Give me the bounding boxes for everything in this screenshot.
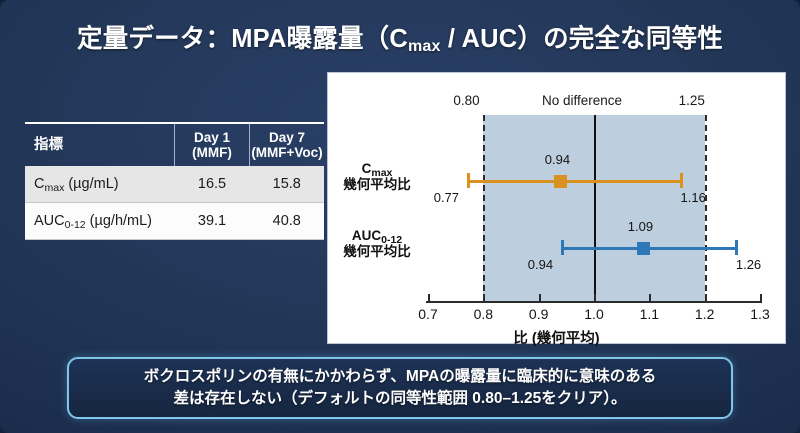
- x-axis-line: [426, 301, 762, 303]
- x-axis-tick-label: 1.2: [694, 306, 715, 322]
- forest-plot-canvas: 0.80 No difference 1.25 Cmax 幾何平均比 0.94 …: [328, 73, 785, 347]
- ci-low-label-cmax: 0.77: [433, 190, 460, 205]
- col-header-day7-line2: (MMF+Voc): [251, 145, 323, 160]
- page-title-pre: 定量データ：MPA曝露量（C: [77, 25, 408, 53]
- conclusion-line-1: ボクロスポリンの有無にかかわらず、MPAの曝露量に臨床的に意味のある: [143, 367, 657, 385]
- x-axis-tick-label: 0.8: [473, 306, 494, 322]
- series-label-auc: AUC0-12 幾何平均比: [334, 228, 420, 260]
- metrics-table: 指標 Day 1 (MMF) Day 7 (MMF+Voc) Cmax (µg/…: [25, 122, 324, 240]
- metrics-table-head: 指標 Day 1 (MMF) Day 7 (MMF+Voc): [25, 123, 324, 166]
- table-row: Cmax (µg/mL) 16.5 15.8: [25, 166, 324, 203]
- col-header-day1-line2: (MMF): [192, 145, 232, 160]
- point-estimate-label-cmax: 0.94: [544, 152, 571, 167]
- cell-day7-value: 15.8: [249, 166, 324, 203]
- x-axis-tick: [538, 294, 541, 301]
- metric-label-post: (µg/h/mL): [85, 213, 153, 229]
- metric-label-subscript: 0-12: [64, 219, 86, 231]
- equivalence-band: [483, 115, 705, 301]
- col-header-day1-line1: Day 1: [193, 129, 231, 145]
- metric-label-pre: AUC: [34, 213, 65, 229]
- col-header-day1: Day 1 (MMF): [174, 123, 250, 166]
- col-header-metric: 指標: [25, 123, 175, 166]
- page-title-subscript: max: [408, 38, 441, 55]
- x-axis-tick: [594, 294, 596, 301]
- x-axis-tick-label: 0.9: [528, 306, 549, 322]
- series-label-cmax: Cmax 幾何平均比: [334, 161, 420, 193]
- cell-metric-label: AUC0-12 (µg/h/mL): [25, 202, 175, 240]
- ci-cap-high-auc: [734, 240, 738, 255]
- x-axis-tick-label: 1.3: [750, 306, 770, 322]
- equivalence-upper-bound-line: [704, 115, 707, 301]
- table-row: AUC0-12 (µg/h/mL) 39.1 40.8: [25, 202, 324, 240]
- ci-low-label-auc: 0.94: [527, 257, 554, 272]
- equivalence-upper-label: 1.25: [678, 93, 705, 108]
- ci-cap-low-auc: [560, 240, 564, 255]
- series-label-cmax-line1: Cmax: [334, 161, 420, 179]
- cell-metric-label: Cmax (µg/mL): [25, 166, 175, 203]
- ci-cap-high-cmax: [679, 173, 683, 188]
- conclusion-line-2: 差は存在しない（デフォルトの同等性範囲 0.80–1.25をクリア）。: [173, 390, 627, 407]
- series-label-cmax-pre: C: [361, 161, 372, 176]
- page-title-post: / AUC）の完全な同等性: [440, 25, 723, 53]
- metric-label-subscript: max: [44, 182, 65, 194]
- series-label-cmax-line2: 幾何平均比: [343, 177, 411, 193]
- cell-day1-value: 16.5: [174, 166, 250, 203]
- forest-plot-panel: 0.80 No difference 1.25 Cmax 幾何平均比 0.94 …: [328, 73, 785, 347]
- series-label-auc-subscript: 0-12: [381, 234, 403, 246]
- x-axis-tick: [428, 294, 430, 301]
- x-axis-tick-label: 1.0: [584, 306, 604, 322]
- page-title: 定量データ：MPA曝露量（Cmax / AUC）の完全な同等性: [0, 18, 800, 55]
- x-axis-tick: [649, 294, 652, 301]
- conclusion-callout: ボクロスポリンの有無にかかわらず、MPAの曝露量に臨床的に意味のある 差は存在し…: [67, 357, 733, 419]
- x-axis-tick: [760, 294, 762, 301]
- series-label-auc-line2: 幾何平均比: [343, 244, 411, 260]
- series-label-auc-pre: AUC: [351, 228, 382, 243]
- point-estimate-marker-auc: [637, 242, 651, 255]
- equivalence-lower-bound-line: [483, 115, 486, 301]
- x-axis-title: 比 (幾何平均): [513, 331, 600, 347]
- ci-cap-low-cmax: [466, 173, 470, 188]
- cell-day1-value: 39.1: [174, 202, 250, 240]
- ci-high-label-auc: 1.26: [735, 257, 762, 272]
- x-axis-tick: [483, 294, 486, 301]
- no-difference-label: No difference: [542, 93, 623, 108]
- metrics-table-body: Cmax (µg/mL) 16.5 15.8 AUC0-12 (µg/h/mL)…: [25, 166, 324, 240]
- metrics-table-wrapper: 指標 Day 1 (MMF) Day 7 (MMF+Voc) Cmax (µg/…: [25, 122, 324, 240]
- no-difference-reference-line: [594, 115, 596, 301]
- series-label-cmax-subscript: max: [371, 167, 393, 179]
- point-estimate-label-auc: 1.09: [627, 219, 654, 234]
- col-header-day7: Day 7 (MMF+Voc): [250, 123, 325, 166]
- series-label-auc-line1: AUC0-12: [334, 228, 420, 246]
- point-estimate-marker-cmax: [554, 175, 568, 188]
- ci-high-label-cmax: 1.16: [680, 190, 706, 205]
- equivalence-lower-label: 0.80: [453, 93, 480, 108]
- col-header-day7-line1: Day 7: [268, 129, 306, 145]
- metric-label-post: (µg/mL): [64, 176, 119, 192]
- conclusion-text: ボクロスポリンの有無にかかわらず、MPAの曝露量に臨床的に意味のある 差は存在し…: [136, 366, 664, 411]
- cell-day7-value: 40.8: [249, 202, 324, 240]
- metric-label-pre: C: [34, 176, 45, 192]
- x-axis-tick-label: 1.1: [639, 306, 660, 322]
- ci-line-cmax: [466, 180, 683, 183]
- x-axis-tick: [704, 294, 707, 301]
- x-axis-tick-label: 0.7: [418, 306, 438, 322]
- table-header-row: 指標 Day 1 (MMF) Day 7 (MMF+Voc): [25, 123, 324, 166]
